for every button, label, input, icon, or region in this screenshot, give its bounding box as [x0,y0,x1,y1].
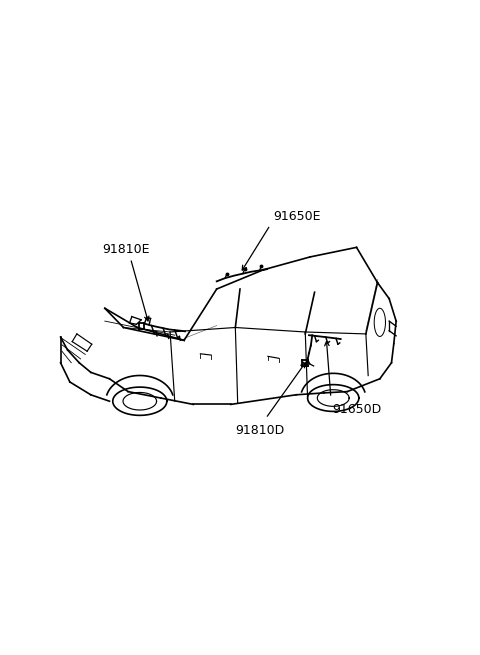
Text: 91810D: 91810D [235,424,285,437]
Text: 91650D: 91650D [332,403,382,415]
Text: 91650E: 91650E [274,210,321,223]
Text: 91810E: 91810E [103,243,150,255]
